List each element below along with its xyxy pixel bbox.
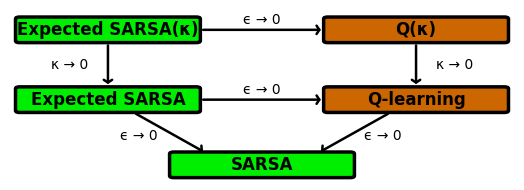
Text: κ → 0: κ → 0 bbox=[51, 58, 88, 72]
Text: Q-learning: Q-learning bbox=[367, 91, 465, 109]
FancyBboxPatch shape bbox=[324, 87, 508, 112]
Text: ϵ → 0: ϵ → 0 bbox=[364, 129, 401, 143]
Text: ϵ → 0: ϵ → 0 bbox=[120, 129, 158, 143]
Text: κ → 0: κ → 0 bbox=[436, 58, 473, 72]
FancyBboxPatch shape bbox=[16, 17, 200, 43]
Text: ϵ → 0: ϵ → 0 bbox=[243, 13, 281, 27]
Text: Expected SARSA(κ): Expected SARSA(κ) bbox=[17, 21, 199, 39]
Text: SARSA: SARSA bbox=[231, 156, 293, 174]
FancyBboxPatch shape bbox=[170, 152, 354, 178]
Text: ϵ → 0: ϵ → 0 bbox=[243, 83, 281, 97]
FancyBboxPatch shape bbox=[324, 17, 508, 43]
Text: Q(κ): Q(κ) bbox=[396, 21, 436, 39]
FancyBboxPatch shape bbox=[16, 87, 200, 112]
Text: Expected SARSA: Expected SARSA bbox=[30, 91, 185, 109]
